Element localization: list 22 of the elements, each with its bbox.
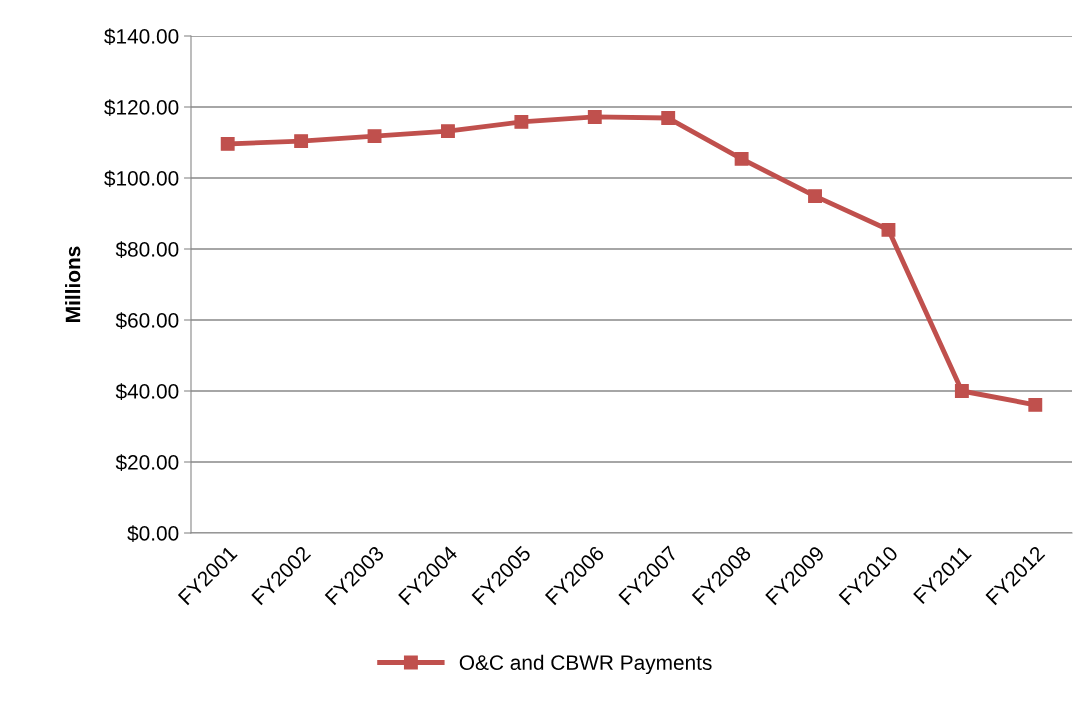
point <box>587 109 602 124</box>
y-tick-label: $0.00 <box>127 525 179 542</box>
point <box>367 129 382 144</box>
point <box>220 136 235 151</box>
point <box>881 222 896 237</box>
point <box>808 189 822 204</box>
y-tick-label: $120.00 <box>104 99 179 116</box>
point <box>954 384 969 398</box>
point <box>734 151 749 166</box>
point <box>1028 397 1043 412</box>
y-tick-label: $100.00 <box>104 170 179 187</box>
y-tick-label: $80.00 <box>115 241 179 258</box>
y-axis-title: Millions <box>65 246 81 322</box>
y-tick-label: $140.00 <box>104 28 179 45</box>
point <box>514 114 529 129</box>
point <box>294 134 309 149</box>
point <box>441 124 455 139</box>
legend-label: O&C and CBWR Payments <box>459 654 712 675</box>
y-tick-label: $60.00 <box>115 312 179 329</box>
point <box>661 111 676 125</box>
y-tick-label: $40.00 <box>115 383 179 400</box>
y-tick-label: $20.00 <box>115 454 179 471</box>
